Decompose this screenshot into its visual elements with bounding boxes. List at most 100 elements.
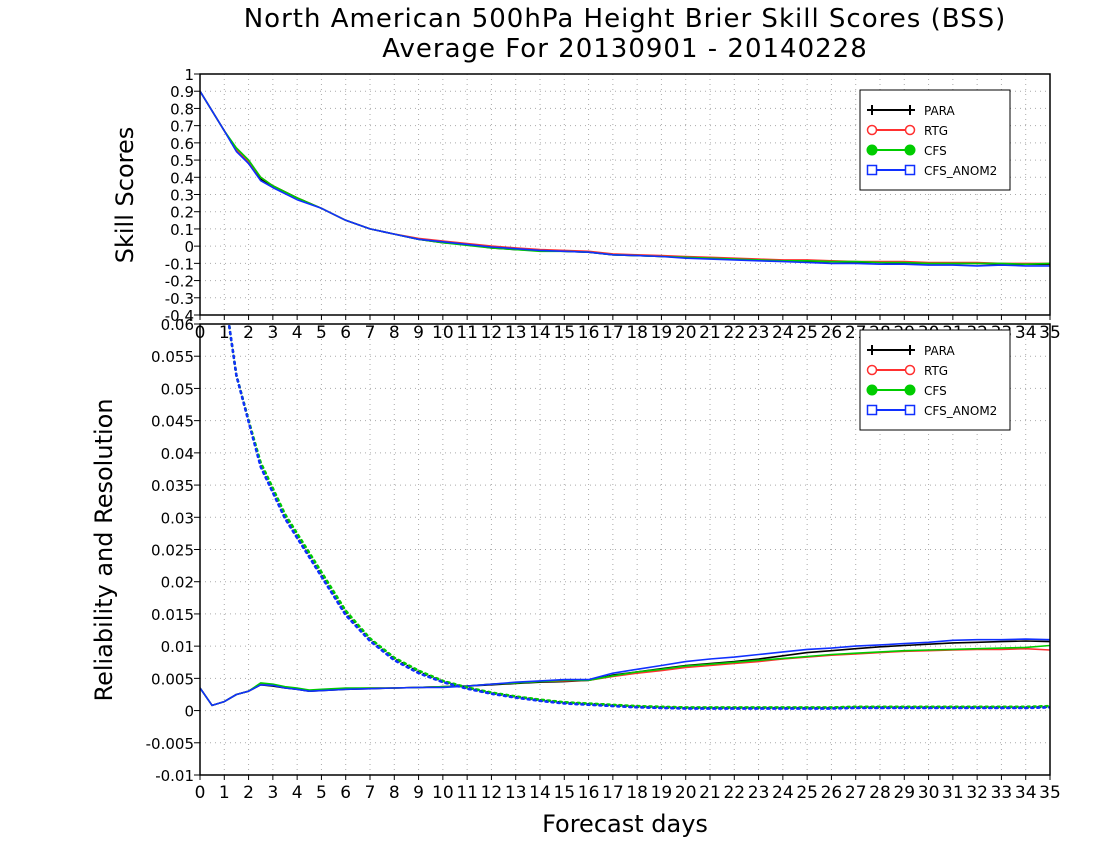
x-tick-label: 15: [553, 783, 575, 803]
series-line-cfs-anom2-dotted: [227, 324, 1050, 710]
x-tick-label: 2: [243, 323, 254, 343]
x-tick-label: 13: [505, 783, 527, 803]
series-line-cfs-anom2: [200, 90, 1050, 267]
y-axis-label-skill-scores: Skill Scores: [111, 127, 139, 264]
x-tick-label: 26: [821, 783, 843, 803]
x-tick-label: 34: [1015, 783, 1037, 803]
y-tick-label: -0.2: [165, 273, 194, 291]
legend-label-rtg: RTG: [924, 124, 948, 138]
x-tick-label: 25: [796, 323, 818, 343]
x-tick-label: 24: [772, 323, 794, 343]
x-tick-label: 19: [651, 323, 673, 343]
legend-marker-circle: [904, 364, 916, 376]
legend-box: [859, 329, 1011, 431]
x-tick-label: 7: [365, 323, 376, 343]
x-tick-label: 9: [413, 323, 424, 343]
x-tick-label: 27: [845, 783, 867, 803]
x-tick-label: 4: [292, 783, 303, 803]
x-tick-label: 12: [481, 783, 503, 803]
x-tick-label: 7: [365, 783, 376, 803]
x-tick-label: 12: [481, 323, 503, 343]
x-tick-label: 32: [966, 783, 988, 803]
x-tick-label: 13: [505, 323, 527, 343]
y-tick-label: 0.7: [170, 118, 194, 136]
y-tick-label: 0.045: [151, 413, 194, 431]
x-tick-label: 4: [292, 323, 303, 343]
y-tick-label: 0.04: [161, 445, 194, 463]
series-group: [200, 324, 1050, 710]
x-tick-label: 14: [529, 323, 551, 343]
x-tick-label: 15: [553, 323, 575, 343]
legend-label-cfs-anom2: CFS_ANOM2: [924, 404, 997, 418]
legend-marker-dot: [904, 384, 916, 396]
chart-title-line2: Average For 20130901 - 20140228: [382, 34, 868, 64]
y-tick-label: -0.1: [165, 255, 194, 273]
y-tick-label: 0: [184, 703, 194, 721]
y-tick-label: 0.05: [161, 380, 194, 398]
y-tick-label: -0.01: [155, 767, 194, 785]
x-tick-label: 18: [626, 323, 648, 343]
x-tick-label: 16: [578, 323, 600, 343]
y-tick-label: 0.9: [170, 83, 194, 101]
x-tick-label: 24: [772, 783, 794, 803]
legend-label-cfs: CFS: [924, 384, 947, 398]
y-tick-label: 0.3: [170, 187, 194, 205]
x-tick-label: 28: [869, 783, 891, 803]
x-tick-label: 1: [219, 323, 230, 343]
x-tick-label: 6: [340, 783, 351, 803]
series-line-cfs-anom2: [200, 638, 1050, 707]
x-tick-label: 17: [602, 323, 624, 343]
x-tick-label: 5: [316, 323, 327, 343]
x-tick-label: 22: [723, 323, 745, 343]
legend-label-rtg: RTG: [924, 364, 948, 378]
series-line-cfs-dotted: [227, 324, 1050, 709]
x-tick-label: 5: [316, 783, 327, 803]
y-tick-label: 0.055: [151, 348, 194, 366]
x-axis-label: Forecast days: [542, 810, 708, 838]
y-tick-label: 0.015: [151, 606, 194, 624]
x-tick-label: 33: [991, 783, 1013, 803]
y-tick-label: 0.01: [161, 638, 194, 656]
x-tick-label: 21: [699, 783, 721, 803]
x-tick-label: 31: [942, 783, 964, 803]
x-tick-label: 11: [456, 783, 478, 803]
legend-marker-dot: [866, 384, 878, 396]
x-tick-label: 8: [389, 783, 400, 803]
y-axis-label-reliability: Reliability and Resolution: [90, 398, 118, 701]
legend-marker-square: [866, 404, 878, 416]
x-tick-label: 29: [893, 783, 915, 803]
y-tick-label: 0.1: [170, 221, 194, 239]
legend-marker-dot: [904, 144, 916, 156]
y-tick-label: 0.4: [170, 169, 194, 187]
x-tick-label: 14: [529, 783, 551, 803]
x-tick-label: 9: [413, 783, 424, 803]
legend-marker-square: [866, 164, 878, 176]
x-tick-label: 26: [821, 323, 843, 343]
legend-marker-square: [904, 404, 916, 416]
x-tick-label: 0: [195, 783, 206, 803]
y-tick-label: 0.005: [151, 670, 194, 688]
legend-marker-circle: [904, 124, 916, 136]
x-tick-label: 3: [267, 783, 278, 803]
y-tick-label: 0.02: [161, 574, 194, 592]
y-tick-label: 0.6: [170, 135, 194, 153]
legend-marker-circle: [866, 364, 878, 376]
x-tick-label: 25: [796, 783, 818, 803]
x-tick-label: 16: [578, 783, 600, 803]
y-tick-label: 1: [184, 66, 194, 84]
x-tick-label: 20: [675, 323, 697, 343]
x-tick-label: 20: [675, 783, 697, 803]
legend-label-cfs: CFS: [924, 144, 947, 158]
x-tick-label: 3: [267, 323, 278, 343]
y-tick-label: 0.025: [151, 542, 194, 560]
series-group: [200, 90, 1050, 267]
x-tick-label: 17: [602, 783, 624, 803]
x-tick-label: 6: [340, 323, 351, 343]
y-tick-label: -0.005: [146, 735, 194, 753]
x-tick-label: 1: [219, 783, 230, 803]
x-tick-label: 23: [748, 323, 770, 343]
y-tick-label: 0.5: [170, 152, 194, 170]
x-tick-label: 10: [432, 323, 454, 343]
legend-label-para: PARA: [924, 344, 956, 358]
